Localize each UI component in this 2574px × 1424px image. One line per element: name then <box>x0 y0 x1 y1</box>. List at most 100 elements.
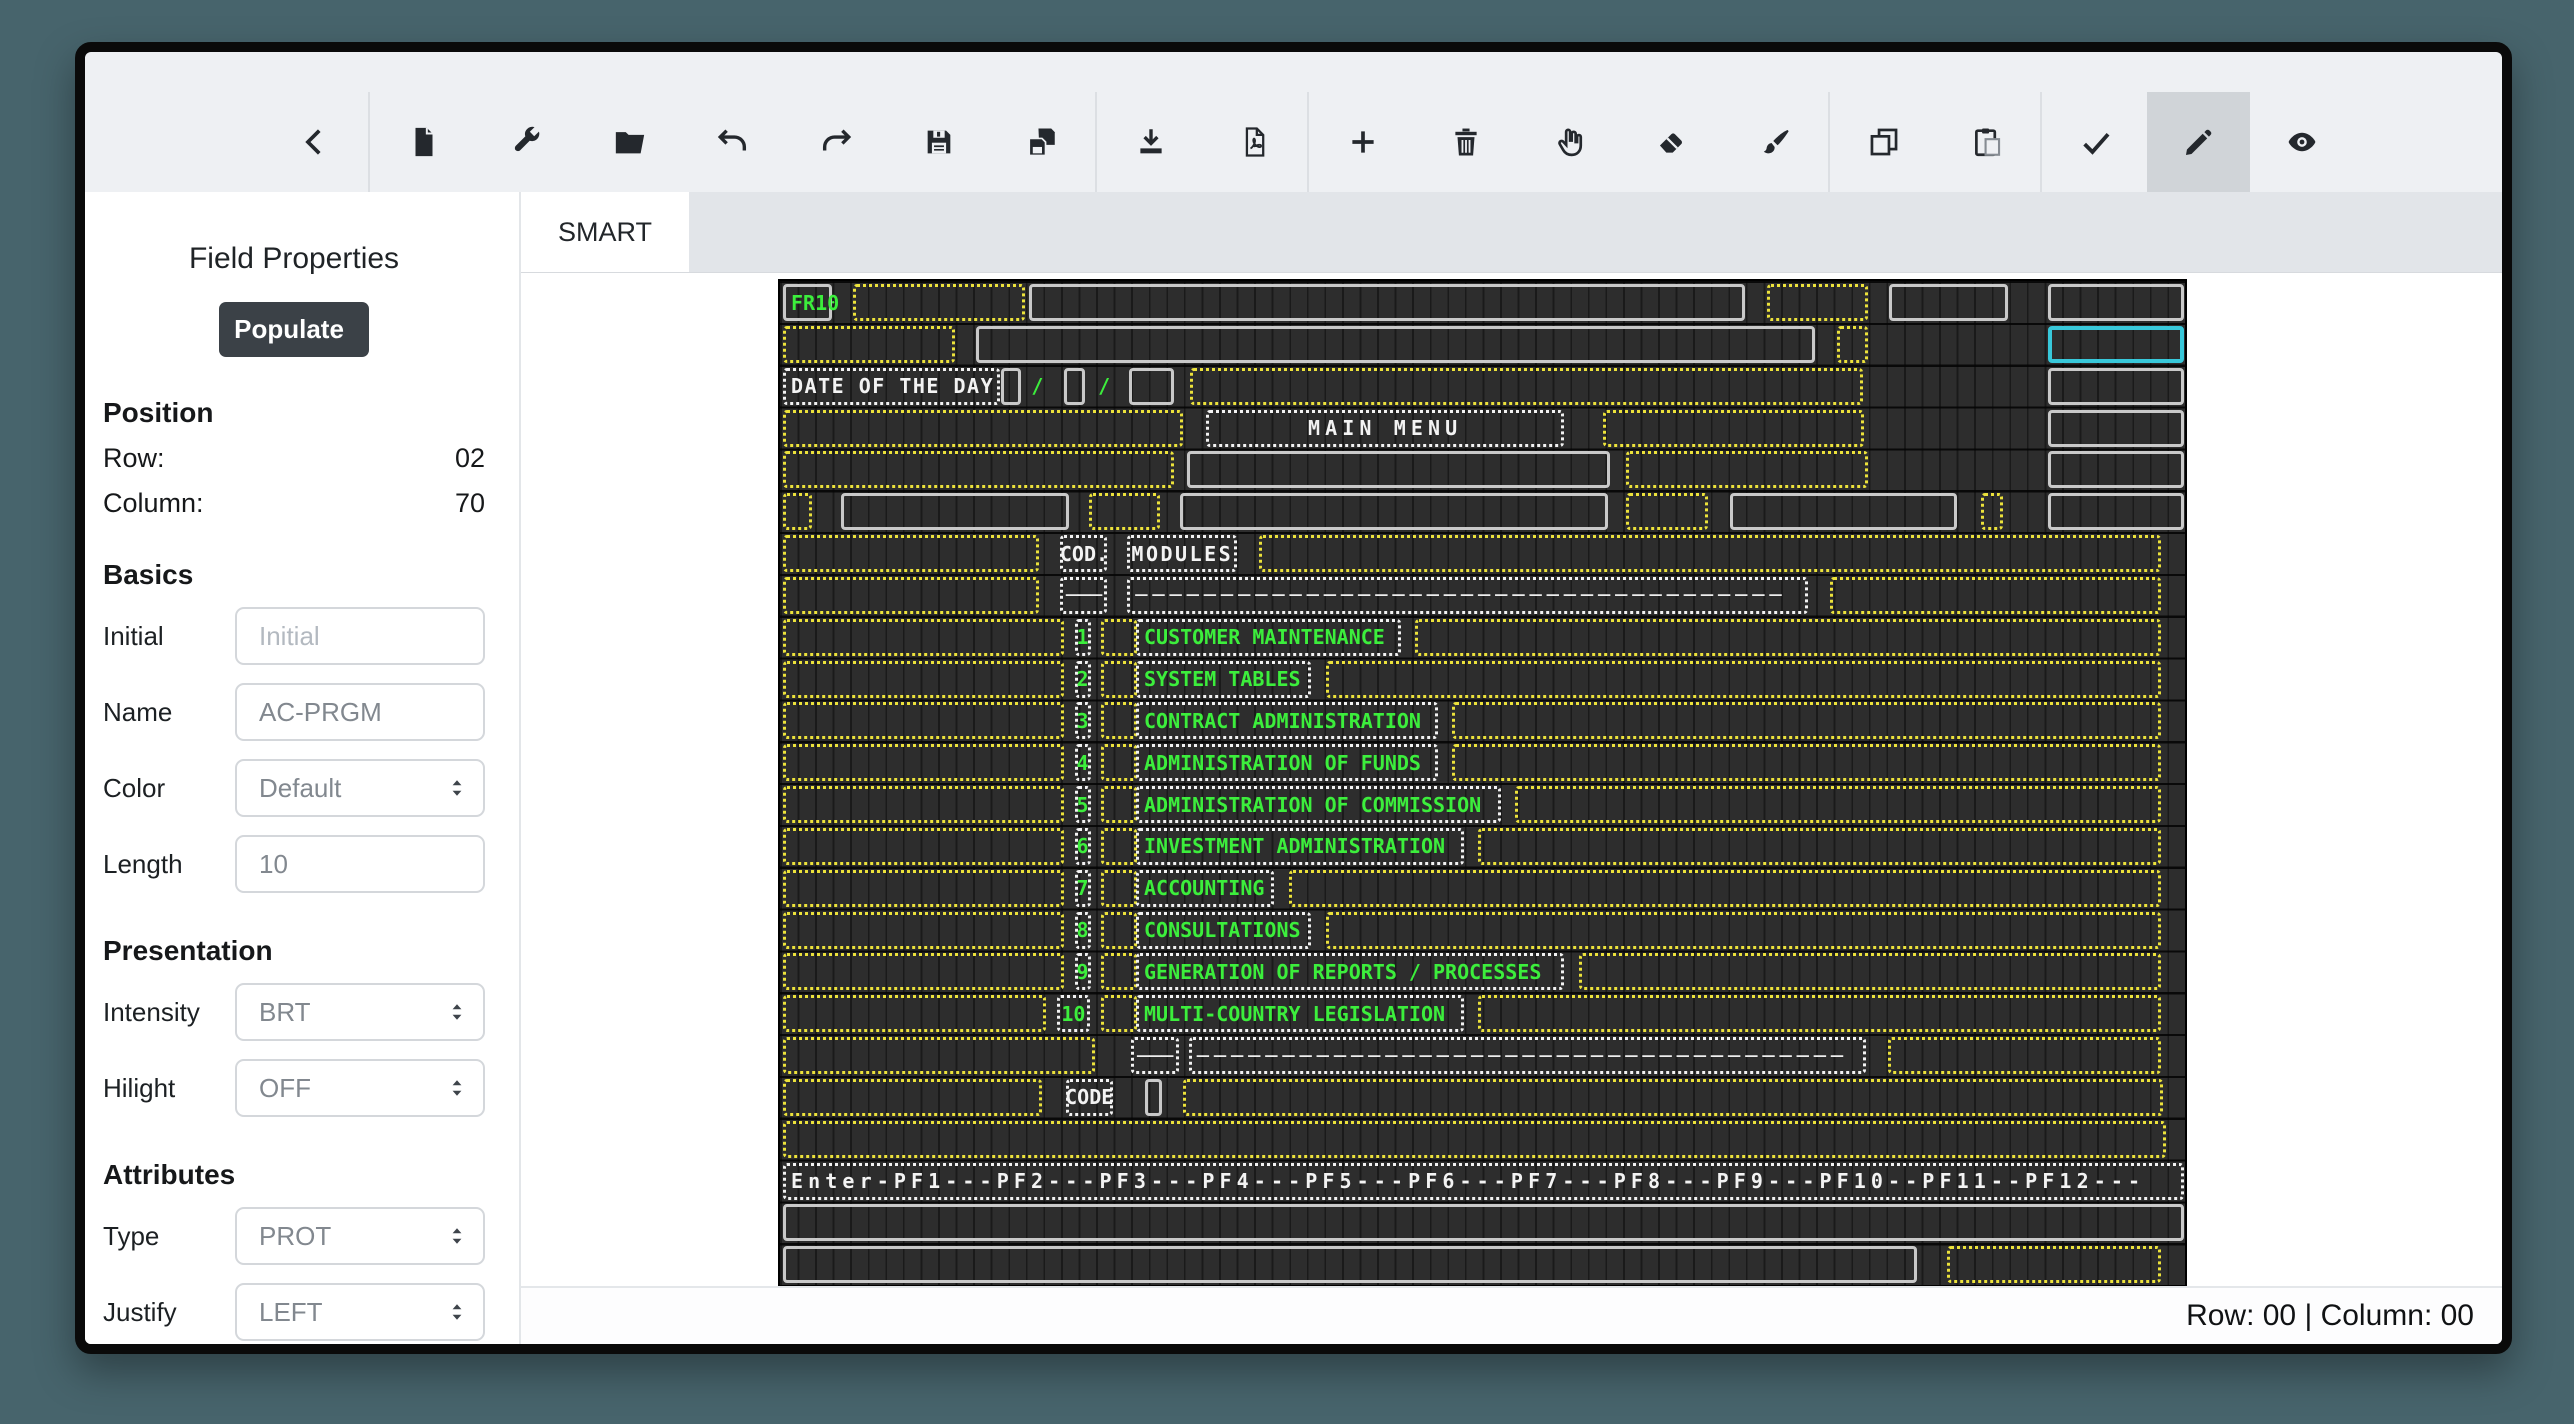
term-input-field-r11[interactable] <box>783 702 1064 740</box>
term-output-field-r5[interactable] <box>1186 451 1610 489</box>
term-input-field-r4[interactable] <box>1603 409 1865 447</box>
term-input-field-r13[interactable] <box>783 786 1064 823</box>
term-output-field-r1[interactable] <box>2047 284 2184 321</box>
term-input-field-r4[interactable] <box>783 409 1183 447</box>
term-label-field-r14[interactable]: INVESTMENT ADMINISTRATION <box>1136 827 1464 865</box>
term-input-field-r18[interactable] <box>1100 995 1138 1033</box>
term-label-field-r3[interactable]: DATE OF THE DAY <box>783 367 1001 405</box>
term-input-field-r6[interactable] <box>1980 493 2004 531</box>
term-output-field-r3[interactable] <box>1000 367 1022 405</box>
length-input[interactable]: 10 <box>235 835 485 893</box>
term-text-cell-r3[interactable]: / <box>1098 374 1111 399</box>
term-label-field-r22[interactable]: Enter-PF1---PF2---PF3---PF4---PF5---PF6-… <box>783 1162 2184 1200</box>
term-label-field-r10[interactable]: SYSTEM TABLES <box>1136 660 1312 698</box>
term-label-field-r7[interactable]: COD. <box>1060 535 1108 572</box>
tab-smart[interactable]: SMART <box>521 192 689 272</box>
term-input-field-r14[interactable] <box>1100 827 1138 865</box>
term-label-field-r9[interactable]: CUSTOMER MAINTENANCE <box>1136 618 1401 656</box>
term-selected-field-r2[interactable] <box>2047 325 2184 363</box>
term-input-field-r1[interactable] <box>853 284 1025 321</box>
export-pdf-button[interactable] <box>1202 92 1305 192</box>
term-output-field-r1[interactable] <box>1028 284 1745 321</box>
term-output-field-r1[interactable]: FR10 <box>783 284 839 321</box>
term-input-field-r15[interactable] <box>1288 869 2162 907</box>
term-output-field-r24[interactable] <box>783 1246 1918 1284</box>
term-output-field-r3[interactable] <box>1128 367 1175 405</box>
term-input-field-r5[interactable] <box>1626 451 1868 489</box>
term-input-field-r24[interactable] <box>1947 1246 2162 1284</box>
name-input[interactable]: AC-PRGM <box>235 683 485 741</box>
term-label-field-r10[interactable]: 2 <box>1074 660 1091 698</box>
term-input-field-r12[interactable] <box>1100 744 1138 782</box>
back-button[interactable] <box>263 92 366 192</box>
draw-tool-button[interactable] <box>2147 92 2250 192</box>
initial-input[interactable]: Initial <box>235 607 485 665</box>
term-input-field-r18[interactable] <box>783 995 1046 1033</box>
term-input-field-r19[interactable] <box>1887 1037 2162 1074</box>
term-input-field-r20[interactable] <box>1183 1078 2163 1116</box>
term-text-cell-r3[interactable]: / <box>1031 374 1044 399</box>
term-input-field-r21[interactable] <box>783 1120 2167 1158</box>
paste-button[interactable] <box>1935 92 2038 192</box>
term-label-field-r16[interactable]: CONSULTATIONS <box>1136 911 1312 949</box>
term-output-field-r2[interactable] <box>976 325 1816 363</box>
wrench-button[interactable] <box>475 92 578 192</box>
term-label-field-r15[interactable]: ACCOUNTING <box>1136 869 1275 907</box>
justify-select[interactable]: LEFT <box>235 1283 485 1341</box>
term-label-field-r4[interactable]: MAIN MENU <box>1206 409 1565 447</box>
term-input-field-r12[interactable] <box>1452 744 2162 782</box>
term-input-field-r7[interactable] <box>1258 535 2162 572</box>
term-output-field-r6[interactable] <box>1179 493 1608 531</box>
term-output-field-r3[interactable] <box>2047 367 2184 405</box>
term-label-field-r13[interactable]: ADMINISTRATION OF COMMISSION <box>1136 786 1501 823</box>
term-input-field-r8[interactable] <box>783 576 1039 614</box>
term-input-field-r6[interactable] <box>1626 493 1709 531</box>
term-input-field-r11[interactable] <box>1100 702 1138 740</box>
term-input-field-r5[interactable] <box>783 451 1175 489</box>
term-label-field-r17[interactable]: GENERATION OF REPORTS / PROCESSES <box>1136 953 1565 991</box>
term-input-field-r7[interactable] <box>783 535 1039 572</box>
term-output-field-r6[interactable] <box>840 493 1069 531</box>
term-label-field-r15[interactable]: 7 <box>1074 869 1091 907</box>
term-input-field-r9[interactable] <box>1415 618 2162 656</box>
term-label-field-r18[interactable]: 10 <box>1056 995 1090 1033</box>
term-input-field-r10[interactable] <box>1100 660 1138 698</box>
populate-button[interactable]: Populate <box>219 302 369 357</box>
term-label-field-r11[interactable]: CONTRACT ADMINISTRATION <box>1136 702 1438 740</box>
save-as-button[interactable] <box>990 92 1093 192</box>
term-label-field-r14[interactable]: 6 <box>1074 827 1091 865</box>
term-input-field-r16[interactable] <box>1100 911 1138 949</box>
term-label-field-r19[interactable]: ─── <box>1130 1037 1180 1074</box>
term-input-field-r14[interactable] <box>1478 827 2162 865</box>
term-label-field-r17[interactable]: 9 <box>1074 953 1091 991</box>
brush-tool-button[interactable] <box>1723 92 1826 192</box>
term-label-field-r18[interactable]: MULTI-COUNTRY LEGISLATION <box>1136 995 1464 1033</box>
term-input-field-r18[interactable] <box>1478 995 2162 1033</box>
term-input-field-r17[interactable] <box>1100 953 1138 991</box>
term-input-field-r2[interactable] <box>783 325 955 363</box>
term-input-field-r16[interactable] <box>1325 911 2162 949</box>
term-input-field-r3[interactable] <box>1190 367 1863 405</box>
term-input-field-r16[interactable] <box>783 911 1064 949</box>
term-input-field-r14[interactable] <box>783 827 1064 865</box>
color-select[interactable]: Default <box>235 759 485 817</box>
term-input-field-r6[interactable] <box>783 493 813 531</box>
term-output-field-r6[interactable] <box>2047 493 2184 531</box>
new-file-button[interactable] <box>372 92 475 192</box>
term-input-field-r10[interactable] <box>1325 660 2162 698</box>
add-field-button[interactable] <box>1311 92 1414 192</box>
open-folder-button[interactable] <box>578 92 681 192</box>
term-output-field-r3[interactable] <box>1064 367 1085 405</box>
delete-field-button[interactable] <box>1414 92 1517 192</box>
term-input-field-r1[interactable] <box>1766 284 1868 321</box>
term-input-field-r6[interactable] <box>1088 493 1161 531</box>
confirm-button[interactable] <box>2044 92 2147 192</box>
term-input-field-r15[interactable] <box>783 869 1064 907</box>
term-label-field-r8[interactable]: ────────────────────────────────────── <box>1127 576 1809 614</box>
term-input-field-r9[interactable] <box>783 618 1064 656</box>
type-select[interactable]: PROT <box>235 1207 485 1265</box>
term-input-field-r19[interactable] <box>783 1037 1096 1074</box>
term-input-field-r12[interactable] <box>783 744 1064 782</box>
eraser-tool-button[interactable] <box>1620 92 1723 192</box>
term-input-field-r13[interactable] <box>1515 786 2162 823</box>
